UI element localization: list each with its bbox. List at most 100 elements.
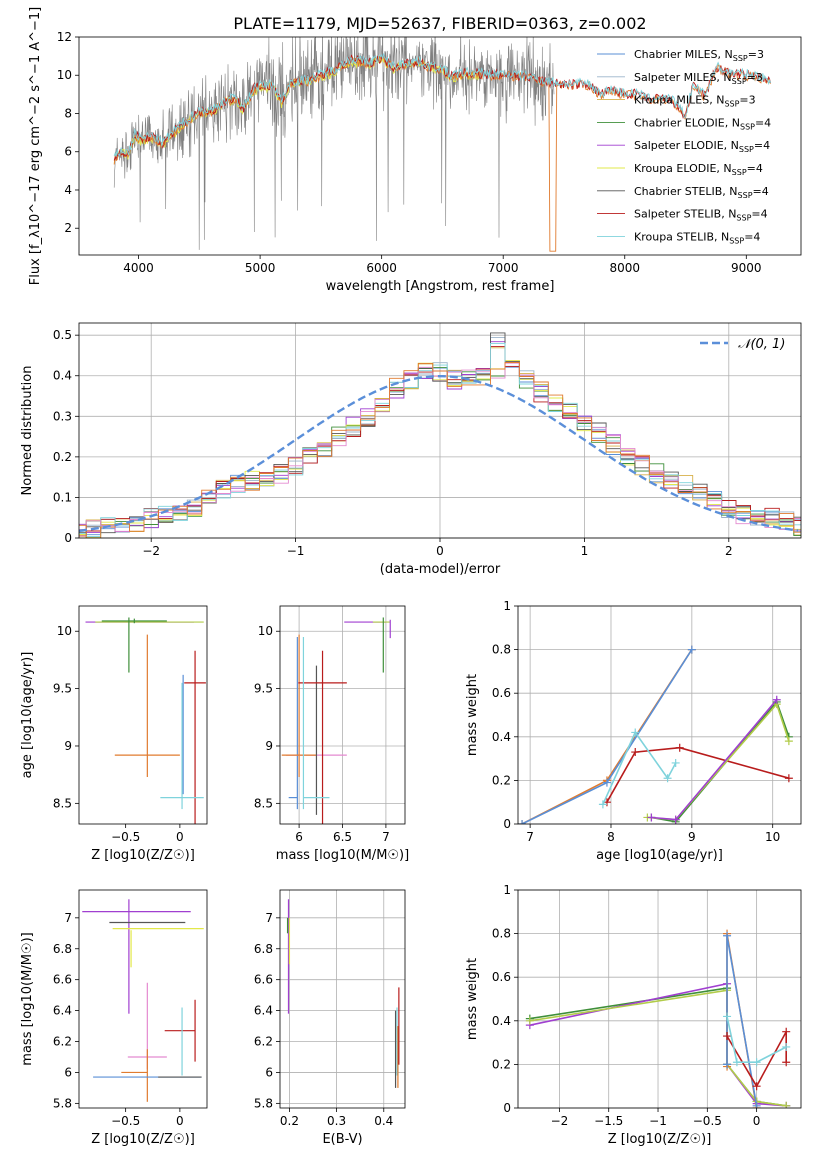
y-tick-label: 0 bbox=[64, 531, 72, 545]
y-tick-label: 1 bbox=[503, 599, 511, 613]
y-tick-label: 6.6 bbox=[254, 973, 273, 987]
x-axis-label: (data-model)/error bbox=[380, 562, 501, 577]
histogram-chabrier-stelib bbox=[79, 332, 801, 534]
axes-frame bbox=[517, 889, 802, 1109]
x-tick-label: 0 bbox=[436, 544, 444, 558]
x-tick-label: 7 bbox=[526, 830, 534, 844]
weight-marker bbox=[752, 1082, 761, 1091]
x-tick-label: −1.5 bbox=[594, 1114, 623, 1128]
y-tick-label: 0.6 bbox=[492, 970, 511, 984]
x-tick-label: 7 bbox=[382, 830, 390, 844]
x-tick-label: −2 bbox=[142, 544, 160, 558]
x-tick-label: −0.5 bbox=[111, 1114, 140, 1128]
weight-line-chabrier-elodie bbox=[651, 700, 790, 823]
axes-frame bbox=[78, 889, 208, 1109]
x-axis-label: Z [log10(Z/Z☉)] bbox=[91, 1132, 195, 1147]
y-tick-label: 7 bbox=[64, 911, 72, 925]
y-axis-label: mass weight bbox=[465, 674, 480, 756]
plot-area bbox=[82, 899, 204, 1102]
plot-area bbox=[518, 645, 793, 824]
weight-marker bbox=[671, 758, 680, 767]
weight-marker bbox=[647, 813, 656, 822]
legend-entry: Chabrier MILES, NSSP=3 bbox=[634, 48, 764, 63]
weight-line-kroupa-stelib bbox=[726, 1016, 787, 1063]
y-tick-label: 6.4 bbox=[254, 1004, 273, 1018]
axes-frame bbox=[78, 322, 802, 539]
x-tick-label: 8000 bbox=[609, 261, 640, 275]
weight-marker bbox=[525, 1016, 534, 1025]
weight-marker bbox=[782, 1042, 791, 1051]
x-axis-label: Z [log10(Z/Z☉)] bbox=[608, 1132, 712, 1147]
figure-title: PLATE=1179, MJD=52637, FIBERID=0363, z=0… bbox=[233, 14, 646, 33]
y-tick-label: 0.5 bbox=[53, 328, 72, 342]
plot-area bbox=[281, 617, 391, 824]
weight-marker bbox=[663, 774, 672, 783]
legend-entry: 𝒩(0, 1) bbox=[738, 337, 785, 352]
x-tick-label: 6 bbox=[295, 830, 303, 844]
y-tick-label: 6 bbox=[64, 1065, 72, 1079]
weight-marker bbox=[723, 1032, 732, 1041]
histogram-chabrier-elodie bbox=[79, 361, 801, 537]
y-axis-label: Normed distribution bbox=[20, 366, 35, 496]
y-tick-label: 6.4 bbox=[53, 1004, 72, 1018]
x-tick-label: 0.2 bbox=[280, 1114, 299, 1128]
plot-area bbox=[286, 899, 400, 1088]
y-tick-label: 0.4 bbox=[492, 1014, 511, 1028]
y-tick-label: 12 bbox=[57, 30, 72, 44]
weight-marker bbox=[723, 1012, 732, 1021]
plot-area bbox=[79, 332, 801, 538]
y-axis-label: age [log10(age/yr)] bbox=[20, 652, 35, 779]
y-tick-label: 6 bbox=[64, 145, 72, 159]
legend-entry: Salpeter STELIB, NSSP=4 bbox=[634, 208, 768, 223]
histogram-orange bbox=[79, 362, 801, 538]
spectrum-data-line bbox=[113, 37, 555, 250]
weight-marker bbox=[772, 695, 781, 704]
weight-marker bbox=[782, 1058, 791, 1067]
weight-marker bbox=[687, 645, 696, 654]
weight-marker bbox=[784, 774, 793, 783]
y-axis-label: mass [log10(M/M☉)] bbox=[20, 932, 35, 1065]
y-tick-label: 0.2 bbox=[53, 450, 72, 464]
x-tick-label: 6.5 bbox=[333, 830, 352, 844]
y-tick-label: 6.6 bbox=[53, 973, 72, 987]
panel-mass_vs_ebv: 0.2 0.3 0.4 5.8 6 6.2 6.4 6.6 6.8 7 E(B-V) bbox=[254, 889, 406, 1147]
y-tick-label: 0.8 bbox=[492, 927, 511, 941]
y-tick-label: 0.3 bbox=[53, 409, 72, 423]
weight-marker bbox=[602, 778, 611, 787]
x-tick-label: −2 bbox=[551, 1114, 569, 1128]
x-axis-label: wavelength [Angstrom, rest frame] bbox=[326, 279, 555, 294]
histogram-salpeter-miles bbox=[79, 337, 801, 538]
y-tick-label: 2 bbox=[64, 221, 72, 235]
y-axis-label: Flux [f_λ10^−17 erg cm^−2 s^−1 A^−1] bbox=[28, 7, 43, 285]
y-tick-label: 0 bbox=[503, 817, 511, 831]
weight-marker bbox=[518, 820, 527, 824]
y-tick-label: 0.2 bbox=[492, 1057, 511, 1071]
y-tick-label: 6.8 bbox=[53, 942, 72, 956]
histogram-kroupa-stelib bbox=[79, 342, 801, 537]
y-tick-label: 8.5 bbox=[53, 796, 72, 810]
x-tick-label: −0.5 bbox=[111, 830, 140, 844]
weight-marker bbox=[784, 737, 793, 746]
y-tick-label: 4 bbox=[64, 183, 72, 197]
x-tick-label: 2 bbox=[725, 544, 733, 558]
y-tick-label: 10 bbox=[258, 624, 273, 638]
legend-entry: Salpeter MILES, NSSP=3 bbox=[634, 71, 763, 86]
y-tick-label: 0.6 bbox=[492, 686, 511, 700]
y-tick-label: 0 bbox=[503, 1101, 511, 1115]
y-tick-label: 0.4 bbox=[53, 369, 72, 383]
y-tick-label: 9 bbox=[64, 739, 72, 753]
panel-weight_vs_age: 7 8 9 10 0 0.2 0.4 0.6 0.8 1 age [log10(age/yr)] ma… bbox=[465, 599, 802, 863]
y-tick-label: 6.8 bbox=[254, 942, 273, 956]
weight-marker bbox=[782, 1101, 791, 1108]
weight-marker bbox=[732, 1058, 741, 1067]
x-tick-label: 1 bbox=[581, 544, 589, 558]
x-tick-label: 0 bbox=[176, 830, 184, 844]
x-axis-label: mass [log10(M/M☉)] bbox=[276, 848, 409, 863]
plot-area bbox=[113, 37, 772, 252]
x-axis-label: E(B-V) bbox=[322, 1132, 362, 1147]
weight-marker bbox=[675, 743, 684, 752]
error-bar-point bbox=[101, 618, 167, 624]
panel-residuals: −2 −1 0 1 2 0 0.1 0.2 0.3 0.4 0.5 (data-model)/erro… bbox=[20, 322, 802, 577]
y-tick-label: 0.1 bbox=[53, 490, 72, 504]
